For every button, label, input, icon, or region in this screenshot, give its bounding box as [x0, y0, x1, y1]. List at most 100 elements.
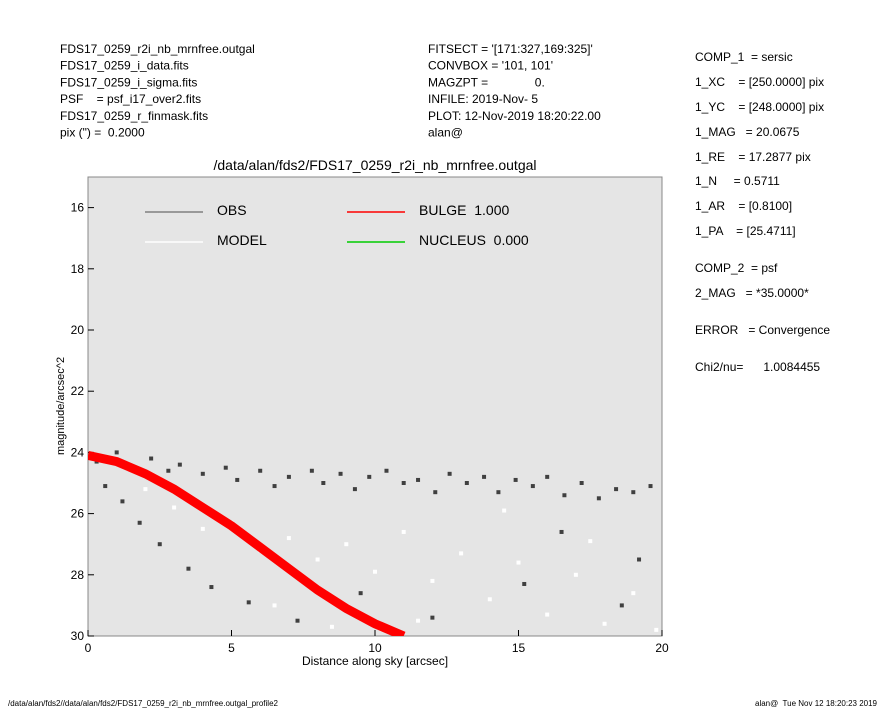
point — [545, 474, 550, 479]
point — [545, 612, 550, 617]
header-middle-line: CONVBOX = '101, 101' — [428, 59, 553, 73]
point — [522, 581, 527, 586]
point — [166, 468, 171, 473]
point — [459, 551, 464, 556]
point — [648, 484, 653, 489]
point — [149, 456, 154, 461]
legend-label: BULGE 1.000 — [419, 202, 509, 218]
point — [559, 529, 564, 534]
point — [654, 627, 659, 632]
point — [384, 468, 389, 473]
point — [309, 468, 314, 473]
model-band — [88, 451, 406, 636]
legend-label: NUCLEUS 0.000 — [419, 232, 529, 248]
plot: 0 5 10 15 20 16 18 20 22 24 26 28 30 OBS MODEL BULGE 1.… — [71, 201, 669, 655]
point — [272, 603, 277, 608]
point — [588, 539, 593, 544]
x-tick-label: 20 — [655, 641, 669, 655]
y-tick-label: 30 — [71, 629, 85, 643]
chart-title: /data/alan/fds2/FDS17_0259_r2i_nb_mrnfre… — [214, 157, 537, 173]
point — [329, 624, 334, 629]
point — [315, 557, 320, 562]
y-tick-label: 26 — [71, 507, 85, 521]
plot-area — [87, 176, 663, 637]
point — [235, 477, 240, 482]
point — [631, 591, 636, 596]
header-left-line: FDS17_0259_r_finmask.fits — [60, 109, 208, 123]
header-left-line: FDS17_0259_r2i_nb_mrnfree.outgal — [60, 42, 255, 56]
point — [186, 566, 191, 571]
point — [401, 481, 406, 485]
point — [579, 481, 584, 485]
header-right-line: 1_N = 0.5711 — [695, 174, 780, 188]
point — [614, 487, 619, 492]
y-tick-label: 20 — [71, 323, 85, 337]
x-tick-label: 10 — [368, 641, 382, 655]
header-right-line: Chi2/nu= 1.0084455 — [695, 360, 820, 374]
point — [200, 526, 205, 531]
header-middle-line: MAGZPT = 0. — [428, 75, 545, 89]
point — [562, 493, 567, 498]
point — [516, 560, 521, 565]
point — [137, 520, 142, 525]
footer-right: alan@ Tue Nov 12 18:20:23 2019 — [755, 699, 878, 708]
point — [358, 591, 363, 596]
y-tick-label: 18 — [71, 262, 85, 276]
header-left-line: PSF = psf_i17_over2.fits — [60, 92, 201, 106]
point — [513, 477, 518, 482]
point — [172, 505, 177, 510]
point — [338, 471, 343, 476]
point — [258, 468, 263, 473]
legend-label: MODEL — [217, 232, 267, 248]
footer-left: /data/alan/fds2//data/alan/fds2/FDS17_02… — [8, 699, 279, 708]
header-right-line: 1_YC = [248.0000] pix — [695, 100, 824, 114]
point — [482, 474, 487, 479]
point — [401, 529, 406, 534]
point — [416, 477, 421, 482]
header-right-line: COMP_1 = sersic — [695, 50, 793, 64]
point — [143, 487, 148, 492]
point — [209, 585, 214, 590]
point — [200, 471, 205, 476]
header-middle-line: alan@ — [428, 126, 463, 140]
point — [619, 603, 624, 608]
x-tick-label: 15 — [512, 641, 526, 655]
point — [177, 462, 182, 467]
point — [321, 481, 326, 485]
point — [246, 600, 251, 605]
point — [120, 499, 125, 504]
point — [157, 542, 162, 547]
header-middle-line: PLOT: 12-Nov-2019 18:20:22.00 — [428, 109, 601, 123]
point — [487, 597, 492, 602]
point — [295, 618, 300, 623]
point — [631, 490, 636, 495]
annotations: FDS17_0259_r2i_nb_mrnfree.outgal FDS17_02… — [60, 42, 830, 374]
x-tick-label: 5 — [228, 641, 235, 655]
header-left-line: FDS17_0259_i_sigma.fits — [60, 75, 197, 89]
point — [272, 484, 277, 489]
point — [502, 508, 507, 513]
header-middle-line: FITSECT = '[171:327,169:325]' — [428, 42, 593, 56]
point — [103, 484, 108, 489]
point — [430, 615, 435, 620]
point — [286, 536, 291, 541]
header-right-line: ERROR = Convergence — [695, 323, 830, 337]
point — [573, 572, 578, 577]
point — [602, 621, 607, 626]
point — [447, 471, 452, 476]
point — [637, 557, 642, 562]
point — [352, 487, 357, 492]
header-right-line: COMP_2 = psf — [695, 261, 778, 275]
point — [433, 490, 438, 495]
header-right-line: 1_RE = 17.2877 pix — [695, 150, 811, 164]
header-left-line: pix (") = 0.2000 — [60, 126, 145, 140]
point — [367, 474, 372, 479]
header-left-line: FDS17_0259_i_data.fits — [60, 59, 189, 73]
point — [223, 465, 228, 470]
y-axis-label: magnitude/arcsec^2 — [55, 357, 67, 455]
header-right-line: 1_MAG = 20.0675 — [695, 125, 800, 139]
y-tick-label: 24 — [71, 445, 85, 459]
point — [464, 481, 469, 485]
point — [496, 490, 501, 495]
